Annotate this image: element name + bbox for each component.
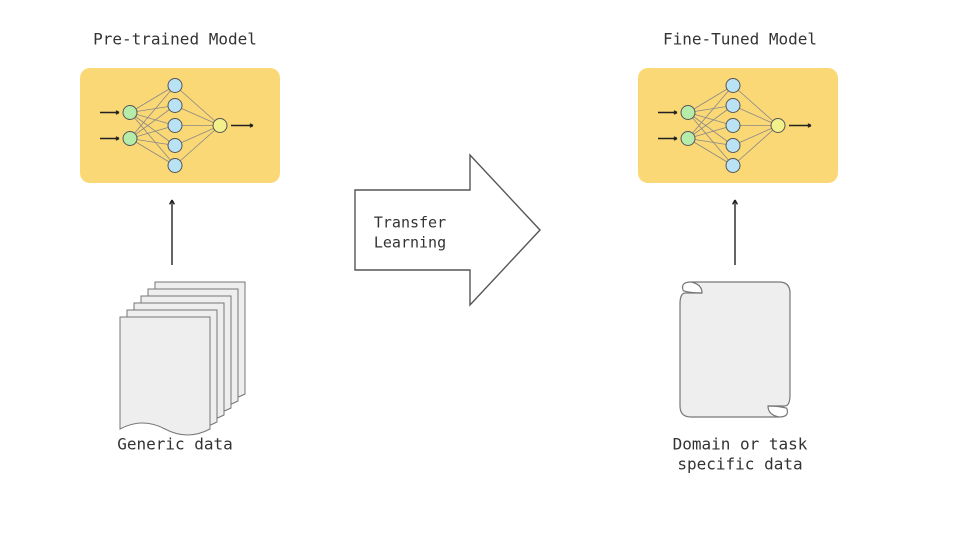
svg-text:Fine-Tuned Model: Fine-Tuned Model xyxy=(663,30,817,49)
svg-text:Learning: Learning xyxy=(374,234,446,252)
svg-text:specific data: specific data xyxy=(677,455,802,474)
svg-text:Pre-trained Model: Pre-trained Model xyxy=(93,30,257,49)
svg-text:Domain or task: Domain or task xyxy=(673,435,808,454)
svg-text:Transfer: Transfer xyxy=(374,214,446,232)
svg-text:Generic data: Generic data xyxy=(117,435,233,454)
transfer-learning-diagram: Pre-trained Model Fine-Tuned Model Transfe… xyxy=(0,0,960,540)
